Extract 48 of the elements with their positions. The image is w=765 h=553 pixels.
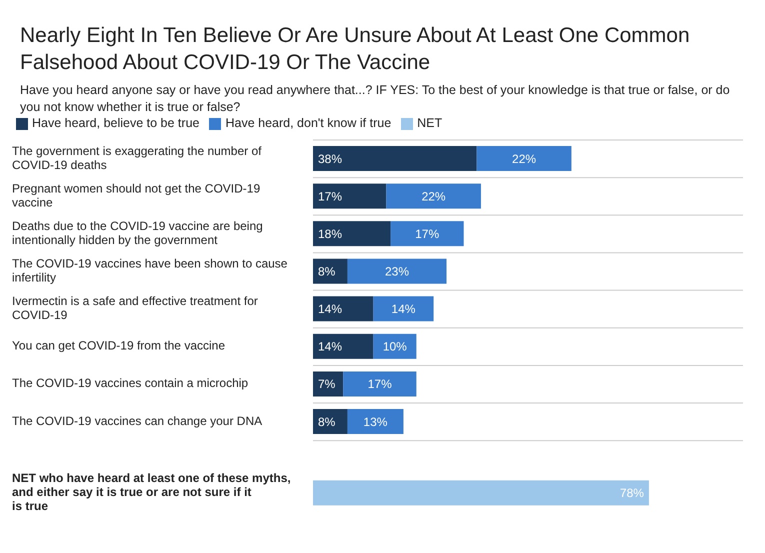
- bar: [313, 371, 344, 396]
- bar: [476, 146, 572, 171]
- y-tick-label: You can get COVID-19 from the vaccine: [12, 338, 226, 353]
- y-tick-label: The COVID-19 vaccines have been shown to cause infertility: [12, 256, 288, 285]
- bar: [343, 371, 416, 396]
- y-tick-label: The government is exaggerating the number of COVID-19 deaths: [12, 144, 262, 172]
- chart-title: Nearly Eight In Ten Believe Or Are Unsure About At Least One Common Falsehood About COVID-19 Or The Vaccine: [19, 23, 691, 76]
- data-label: 14%: [318, 302, 342, 316]
- data-label: 78%: [620, 486, 644, 500]
- y-tick-label: Deaths due to the COVID-19 vaccine are being intentionally hidden by the government: [12, 219, 263, 248]
- data-label: 17%: [318, 189, 342, 204]
- data-label: 7%: [318, 377, 336, 392]
- bar: [313, 184, 386, 209]
- y-tick-label: The COVID-19 vaccines can change your DNA: [12, 414, 262, 428]
- bar: [373, 296, 434, 322]
- data-label: 14%: [318, 340, 342, 354]
- y-tick-label: The COVID-19 vaccines contain a microchip: [12, 376, 248, 390]
- bar: [390, 221, 464, 246]
- bar: [313, 296, 374, 322]
- bar: [313, 221, 391, 246]
- data-label: 8%: [318, 264, 336, 278]
- data-label: 22%: [512, 152, 536, 166]
- bar: [313, 334, 374, 359]
- legend-label: Have heard, don't know if true: [225, 116, 392, 130]
- data-label: 8%: [318, 414, 336, 429]
- y-tick-label: Pregnant women should not get the COVID-19 vaccine: [12, 182, 260, 210]
- chart-subtitle: Have you heard anyone say or have you read anywhere that...? IF YES: To the best of your knowledge is that true or false, or do you not know whether it is true or false?: [19, 82, 731, 116]
- bar: [347, 409, 404, 434]
- legend-label: NET: [417, 116, 442, 130]
- data-label: 18%: [318, 226, 342, 241]
- bar: [313, 480, 649, 506]
- y-tick-label: Ivermectin is a safe and effective treatment for COVID-19: [12, 294, 258, 322]
- data-label: 14%: [391, 302, 416, 316]
- data-label: 17%: [415, 226, 440, 241]
- data-label: 17%: [368, 377, 392, 392]
- bar: [373, 334, 416, 359]
- data-label: 23%: [384, 264, 410, 278]
- bar: [313, 409, 348, 434]
- data-label: 38%: [318, 152, 342, 166]
- data-label: 22%: [422, 189, 446, 204]
- bar: [313, 146, 477, 171]
- legend-label: Have heard, believe to be true: [32, 116, 200, 130]
- data-label: 13%: [363, 414, 388, 429]
- bar: [313, 258, 348, 284]
- data-label: 10%: [382, 340, 408, 354]
- y-tick-label: NET who have heard at least one of these myths, and either say it is true or are not sure if it is true: [12, 471, 291, 514]
- bar: [386, 184, 481, 209]
- bar: [347, 258, 447, 284]
